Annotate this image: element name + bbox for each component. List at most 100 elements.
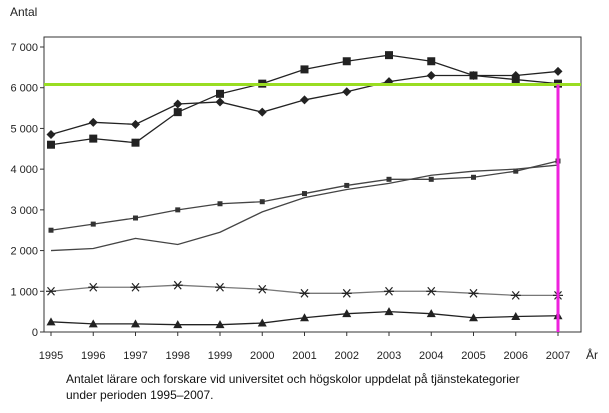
x-tick-label: 2005 — [461, 350, 485, 362]
y-tick-label: 4 000 — [10, 164, 38, 176]
data-point — [299, 288, 310, 298]
data-point — [300, 313, 309, 322]
data-point — [89, 134, 98, 143]
y-tick-label: 5 000 — [10, 123, 38, 135]
data-point — [300, 95, 309, 105]
data-point — [511, 312, 521, 321]
data-point — [302, 191, 307, 197]
x-tick-label: 1998 — [166, 350, 190, 362]
data-point — [131, 119, 140, 129]
caption-line-1: Antalet lärare och forskare vid universi… — [66, 372, 520, 386]
y-tick-label: 3 000 — [10, 205, 38, 217]
x-tick-label: 2001 — [292, 350, 316, 362]
data-point — [90, 221, 96, 227]
data-point — [513, 168, 519, 174]
series-4 — [50, 164, 559, 252]
asterisk-stroke — [342, 288, 351, 298]
data-point — [426, 71, 436, 80]
data-point — [88, 319, 98, 328]
data-point — [215, 320, 225, 329]
data-point — [46, 317, 56, 326]
y-tick-label: 2 000 — [10, 246, 38, 258]
figure-caption: Antalet lärare och forskare vid universi… — [66, 371, 606, 403]
chart-axes — [43, 36, 582, 333]
data-point — [469, 71, 478, 80]
chart-annotations — [44, 82, 581, 332]
chart-series — [46, 51, 563, 329]
series-5 — [46, 280, 563, 300]
y-axis-title: Antal — [10, 5, 37, 19]
y-tick-label: 1 000 — [10, 286, 38, 298]
data-point — [215, 282, 225, 292]
data-point — [173, 108, 182, 117]
asterisk-stroke — [469, 288, 478, 298]
data-point — [471, 174, 476, 180]
series-2 — [47, 51, 562, 149]
data-point — [427, 57, 436, 66]
data-point — [341, 288, 352, 298]
x-tick-label: 2003 — [377, 350, 401, 362]
data-point — [385, 51, 393, 60]
data-point — [216, 89, 224, 98]
x-tick-label: 2007 — [546, 350, 570, 362]
x-tick-label: 2002 — [335, 350, 359, 362]
data-point — [215, 97, 225, 107]
series-line — [50, 164, 559, 252]
data-point — [259, 199, 265, 205]
y-tick-label: 7 000 — [10, 42, 38, 54]
asterisk-stroke — [47, 286, 55, 296]
asterisk-stroke — [89, 282, 98, 292]
data-point — [344, 182, 350, 188]
series-3 — [48, 158, 561, 233]
data-point — [131, 319, 140, 328]
data-point — [469, 313, 478, 322]
data-point — [130, 282, 141, 292]
data-point — [384, 307, 394, 316]
asterisk-stroke — [511, 290, 520, 300]
data-point — [133, 215, 138, 221]
data-point — [175, 207, 181, 213]
x-tick-label: 2006 — [504, 350, 528, 362]
data-point — [257, 318, 267, 327]
data-point — [131, 138, 140, 147]
data-point — [426, 309, 436, 318]
data-point — [46, 286, 56, 296]
series-6 — [46, 307, 563, 329]
data-point — [173, 320, 183, 329]
data-point — [511, 75, 520, 84]
data-point — [300, 65, 309, 74]
asterisk-stroke — [300, 288, 309, 298]
data-point — [173, 99, 183, 109]
x-tick-label: 2000 — [250, 350, 274, 362]
asterisk-stroke — [216, 282, 224, 292]
x-tick-label: 1995 — [39, 350, 63, 362]
data-point — [553, 66, 563, 76]
data-point — [47, 140, 55, 149]
data-point — [88, 282, 99, 292]
x-tick-label: 1997 — [123, 350, 147, 362]
data-point — [384, 286, 394, 296]
data-point — [88, 117, 98, 127]
y-tick-label: 6 000 — [10, 83, 38, 95]
asterisk-stroke — [173, 280, 182, 290]
data-point — [342, 57, 351, 66]
asterisk-stroke — [385, 286, 393, 296]
data-point — [257, 284, 268, 294]
line-chart: 0 1 000 2 000 3 000 4 000 5 000 6 000 7 000 1995… — [10, 5, 598, 362]
data-point — [468, 288, 479, 298]
data-point — [48, 227, 54, 233]
data-point — [257, 107, 267, 117]
data-point — [428, 176, 434, 182]
asterisk-stroke — [258, 284, 267, 294]
series-1 — [46, 66, 563, 140]
x-tick-label: 1996 — [81, 350, 105, 362]
data-point — [172, 280, 183, 290]
data-point — [217, 201, 223, 207]
data-point — [426, 286, 437, 296]
x-axis-title: År — [586, 347, 598, 362]
chart-ticks: 0 1 000 2 000 3 000 4 000 5 000 6 000 7 000 1995… — [10, 42, 570, 362]
data-point — [46, 130, 56, 140]
plot-frame — [43, 36, 582, 333]
data-point — [510, 290, 521, 300]
data-point — [342, 309, 352, 318]
